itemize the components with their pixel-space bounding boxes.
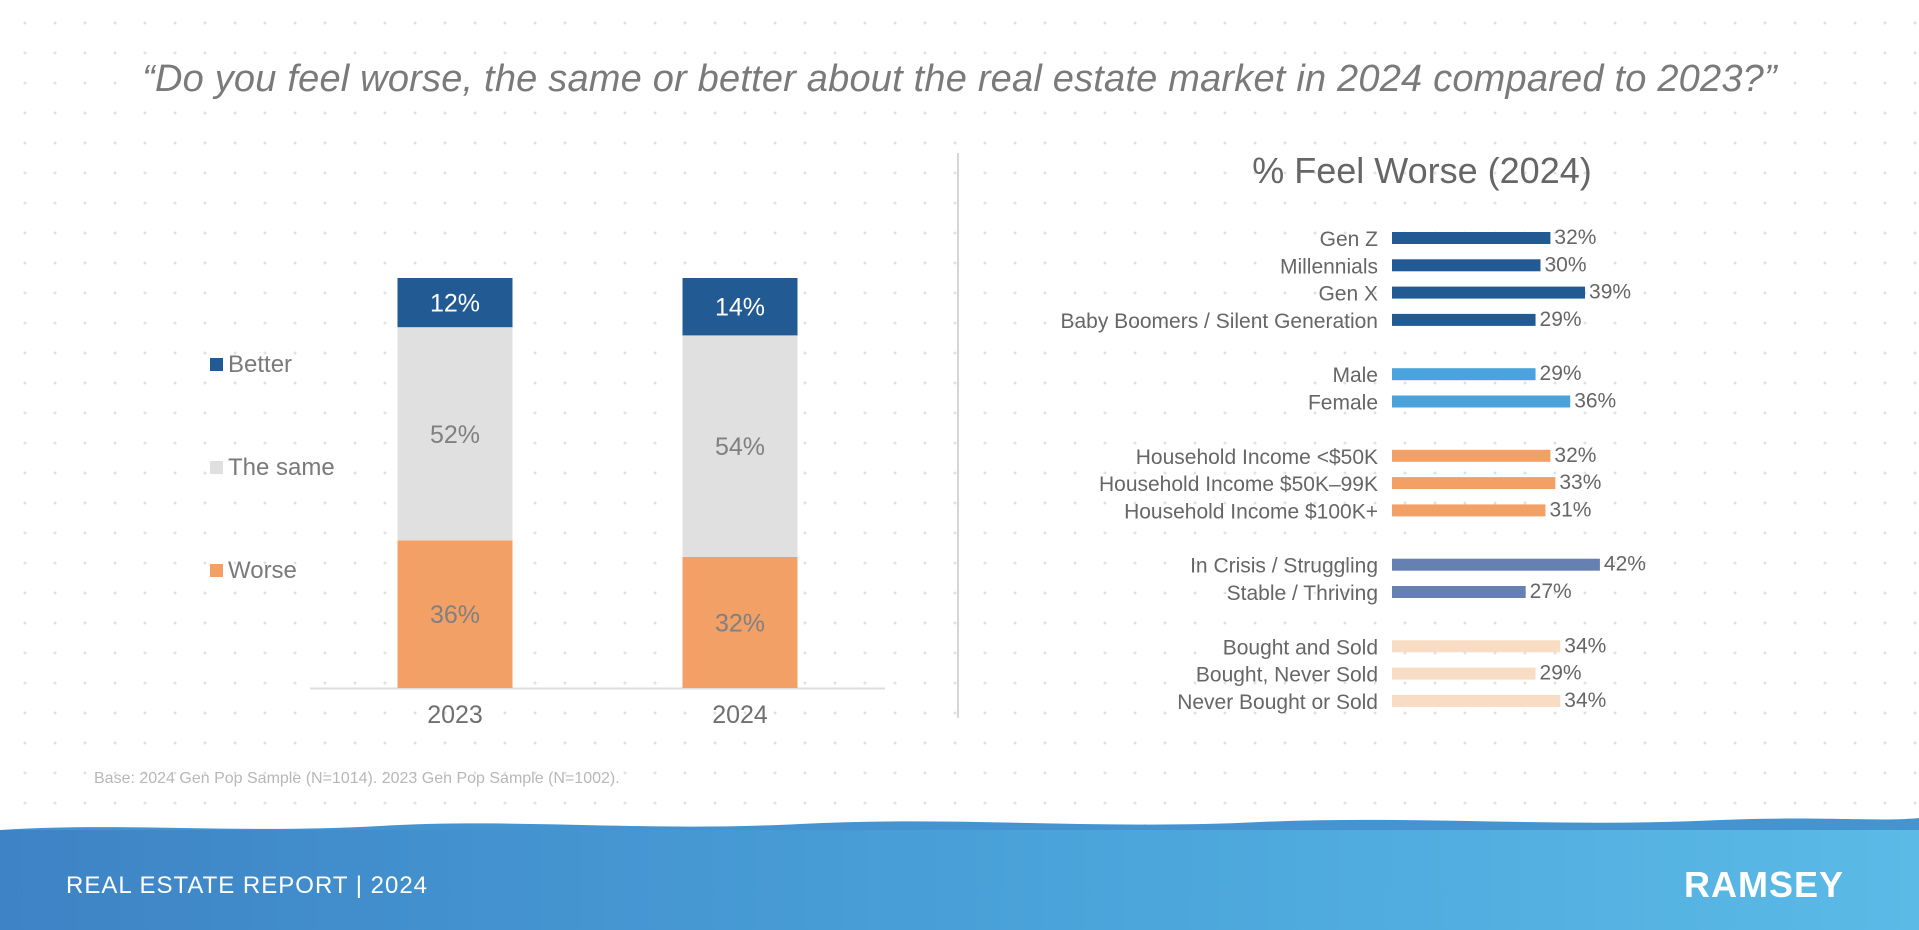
value-label: 32% — [1554, 226, 1596, 249]
value-label: 42% — [1604, 553, 1646, 576]
value-label: 30% — [1545, 253, 1587, 276]
bar-income — [1392, 477, 1556, 490]
footer-band — [0, 830, 1919, 930]
bar-label-better-2023: 12% — [430, 290, 480, 318]
bar-situation — [1392, 586, 1526, 598]
stacked-bar-chart: 36% 52% 12% 2023 32% 54% 14% 2024 Better The same… — [210, 278, 885, 729]
legend-label-same: The same — [228, 454, 335, 481]
value-label: 36% — [1574, 390, 1616, 413]
category-label: Never Bought or Sold — [1177, 691, 1378, 714]
category-label: Gen X — [1318, 283, 1378, 306]
bar-label-worse-2023: 36% — [430, 601, 480, 629]
bar-same-2023 — [397, 327, 513, 541]
feel-worse-bar-chart: % Feel Worse (2024) Gen Z 32% Millennials 30… — [1060, 150, 1646, 714]
bar-label-worse-2024: 32% — [715, 609, 765, 637]
category-label: Household Income $50K–99K — [1099, 473, 1378, 496]
category-label: Household Income $100K+ — [1124, 500, 1378, 523]
category-label: Female — [1308, 392, 1378, 415]
legend-swatch-same — [210, 461, 223, 474]
bar-label-better-2024: 14% — [715, 294, 765, 322]
category-label: Male — [1332, 364, 1378, 387]
category-label: Bought and Sold — [1223, 636, 1378, 659]
category-label: Bought, Never Sold — [1196, 664, 1378, 687]
bar-income — [1392, 504, 1546, 517]
bar-label-same-2023: 52% — [430, 421, 480, 449]
x-tick-2024: 2024 — [712, 701, 768, 729]
bar-worse-2023 — [397, 540, 513, 688]
value-label: 27% — [1530, 580, 1572, 603]
bar-gen — [1392, 313, 1536, 326]
legend-swatch-worse — [210, 564, 223, 577]
base-footnote: Base: 2024 Gen Pop Sample (N=1014). 2023… — [94, 770, 620, 787]
chart-divider — [957, 153, 959, 718]
category-label: Millennials — [1280, 255, 1378, 278]
value-label: 29% — [1540, 362, 1582, 385]
value-label: 34% — [1564, 634, 1606, 657]
category-label: Stable / Thriving — [1227, 582, 1378, 605]
page-title: “Do you feel worse, the same or better a… — [0, 58, 1919, 101]
bar-gen — [1392, 232, 1551, 244]
bar-homeowner — [1392, 694, 1561, 707]
x-tick-2023: 2023 — [427, 701, 483, 729]
ramsey-logo: RAMSEY — [1684, 864, 1845, 905]
value-label: 31% — [1549, 498, 1591, 521]
bar-better-2024 — [682, 278, 798, 336]
value-label: 32% — [1554, 444, 1596, 467]
legend-label-worse: Worse — [228, 557, 297, 584]
bar-situation — [1392, 558, 1600, 571]
bar-gen — [1392, 259, 1541, 272]
legend-label-better: Better — [228, 351, 292, 378]
value-label: 29% — [1540, 662, 1582, 685]
legend-swatch-better — [210, 358, 223, 371]
value-label: 39% — [1589, 281, 1631, 304]
value-label: 29% — [1540, 308, 1582, 331]
value-label: 34% — [1564, 689, 1606, 712]
bar-income — [1392, 449, 1551, 462]
bar-gender — [1392, 395, 1571, 408]
category-label: Baby Boomers / Silent Generation — [1060, 310, 1378, 333]
bar-same-2024 — [682, 335, 798, 557]
report-label: REAL ESTATE REPORT | 2024 — [66, 872, 429, 899]
category-label: Household Income <$50K — [1136, 446, 1378, 469]
bar-better-2023 — [397, 278, 513, 328]
bar-homeowner — [1392, 640, 1561, 653]
right-chart-title: % Feel Worse (2024) — [1252, 150, 1591, 191]
dot-pattern-background — [0, 0, 1919, 830]
bar-label-same-2024: 54% — [715, 433, 765, 461]
bar-worse-2024 — [682, 556, 798, 688]
bar-gender — [1392, 368, 1536, 381]
value-label: 33% — [1559, 471, 1601, 494]
bar-homeowner — [1392, 667, 1536, 680]
category-label: In Crisis / Struggling — [1190, 555, 1378, 578]
category-label: Gen Z — [1320, 228, 1379, 251]
bar-gen — [1392, 286, 1586, 299]
